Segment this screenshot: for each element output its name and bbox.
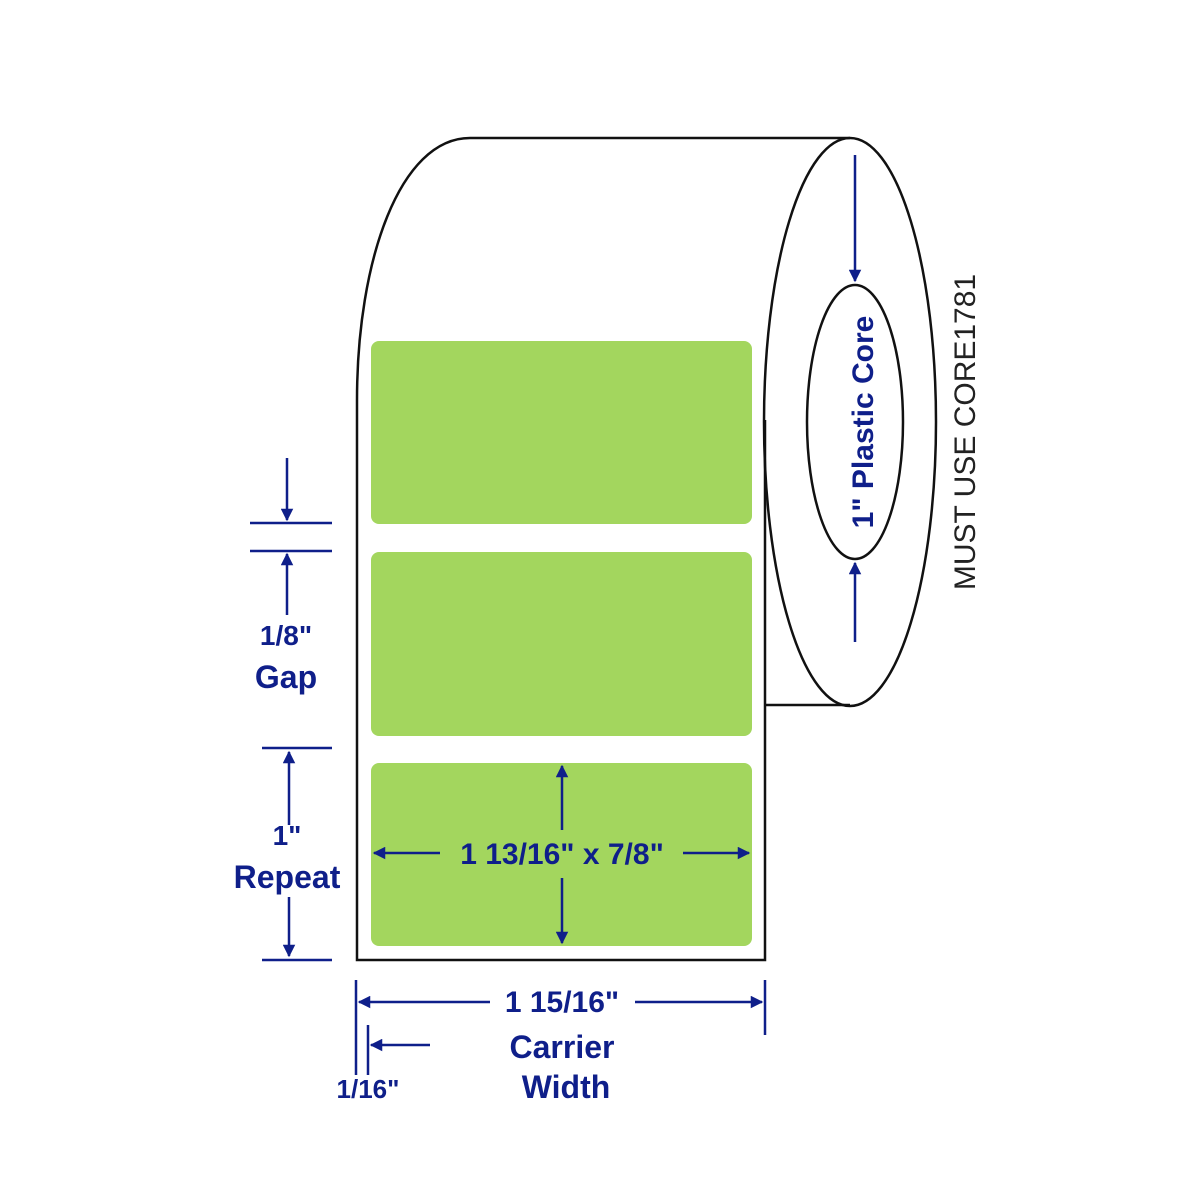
gap-label: Gap (255, 659, 317, 695)
repeat-value: 1" (273, 820, 302, 851)
label-2 (371, 552, 752, 736)
carrier-width-dimension: 1 15/16" Carrier Width 1/16" (337, 980, 767, 1105)
width-label: Width (522, 1069, 611, 1105)
core-ellipse (805, 283, 905, 561)
gap-value: 1/8" (260, 620, 312, 651)
label-size-text: 1 13/16" x 7/8" (460, 838, 664, 871)
roll-outline (355, 136, 938, 962)
core-label: 1" Plastic Core (847, 316, 880, 529)
core-dimension: 1" Plastic Core (847, 155, 880, 642)
gap-dimension: 1/8" Gap (250, 458, 332, 695)
carrier-label: Carrier (510, 1029, 615, 1065)
label-1 (371, 341, 752, 524)
label-3 (371, 763, 752, 946)
carrier-width-value: 1 15/16" (505, 986, 619, 1019)
repeat-label: Repeat (234, 859, 341, 895)
repeat-dimension: 1" Repeat (234, 746, 341, 962)
margin-value: 1/16" (337, 1074, 400, 1104)
core-note: MUST USE CORE1781 (949, 274, 982, 590)
label-size-dimension: 1 13/16" x 7/8" (372, 764, 751, 945)
